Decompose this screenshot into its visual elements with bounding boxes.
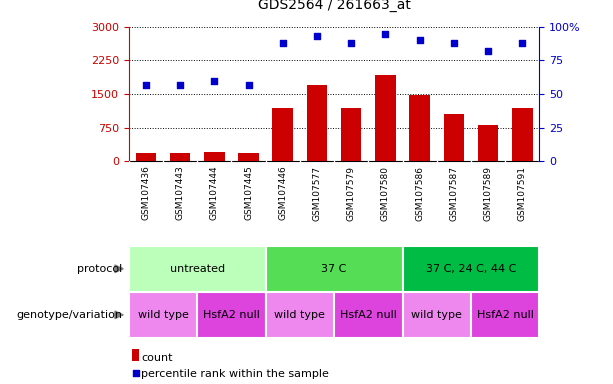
- Text: GSM107444: GSM107444: [210, 166, 219, 220]
- Bar: [272, 108, 293, 161]
- Point: [210, 78, 219, 84]
- Bar: [444, 114, 464, 161]
- Bar: [409, 95, 430, 161]
- Text: GSM107446: GSM107446: [278, 166, 287, 220]
- Text: GSM107443: GSM107443: [175, 166, 185, 220]
- Text: 37 C, 24 C, 44 C: 37 C, 24 C, 44 C: [426, 264, 516, 274]
- Bar: [403, 292, 471, 338]
- Text: 37 C: 37 C: [321, 264, 347, 274]
- Bar: [197, 292, 265, 338]
- Text: HsfA2 null: HsfA2 null: [340, 310, 397, 320]
- Point: [381, 30, 390, 36]
- Point: [243, 82, 253, 88]
- Bar: [375, 75, 396, 161]
- Text: HsfA2 null: HsfA2 null: [203, 310, 260, 320]
- Point: [278, 40, 287, 46]
- Text: genotype/variation: genotype/variation: [17, 310, 123, 320]
- Bar: [341, 108, 362, 161]
- Text: GSM107580: GSM107580: [381, 166, 390, 220]
- Point: [141, 82, 151, 88]
- Bar: [334, 292, 403, 338]
- Point: [175, 82, 185, 88]
- Bar: [238, 154, 259, 161]
- Text: GSM107579: GSM107579: [347, 166, 356, 220]
- Text: GSM107586: GSM107586: [415, 166, 424, 220]
- Point: [415, 37, 425, 43]
- Bar: [512, 108, 533, 161]
- Bar: [478, 126, 498, 161]
- Text: GSM107589: GSM107589: [484, 166, 493, 220]
- Bar: [265, 292, 334, 338]
- Text: protocol: protocol: [77, 264, 123, 274]
- Point: [173, 327, 183, 333]
- Text: HsfA2 null: HsfA2 null: [477, 310, 534, 320]
- Point: [346, 40, 356, 46]
- Bar: [170, 153, 190, 161]
- Bar: [204, 152, 224, 161]
- Bar: [306, 85, 327, 161]
- Text: wild type: wild type: [137, 310, 188, 320]
- Point: [517, 40, 527, 46]
- Point: [449, 40, 459, 46]
- Text: GSM107436: GSM107436: [142, 166, 150, 220]
- Text: percentile rank within the sample: percentile rank within the sample: [141, 369, 329, 379]
- Point: [312, 33, 322, 40]
- Bar: [403, 246, 539, 292]
- Text: untreated: untreated: [170, 264, 225, 274]
- Text: GSM107445: GSM107445: [244, 166, 253, 220]
- Text: GSM107577: GSM107577: [313, 166, 321, 220]
- Bar: [135, 154, 156, 161]
- Bar: [471, 292, 539, 338]
- Text: count: count: [141, 353, 172, 363]
- Text: wild type: wild type: [275, 310, 326, 320]
- Bar: [265, 246, 403, 292]
- Bar: [129, 292, 197, 338]
- Text: wild type: wild type: [411, 310, 462, 320]
- Text: GDS2564 / 261663_at: GDS2564 / 261663_at: [257, 0, 411, 12]
- Point: [483, 48, 493, 54]
- Bar: [129, 246, 265, 292]
- Text: GSM107587: GSM107587: [449, 166, 459, 220]
- Text: GSM107591: GSM107591: [518, 166, 527, 220]
